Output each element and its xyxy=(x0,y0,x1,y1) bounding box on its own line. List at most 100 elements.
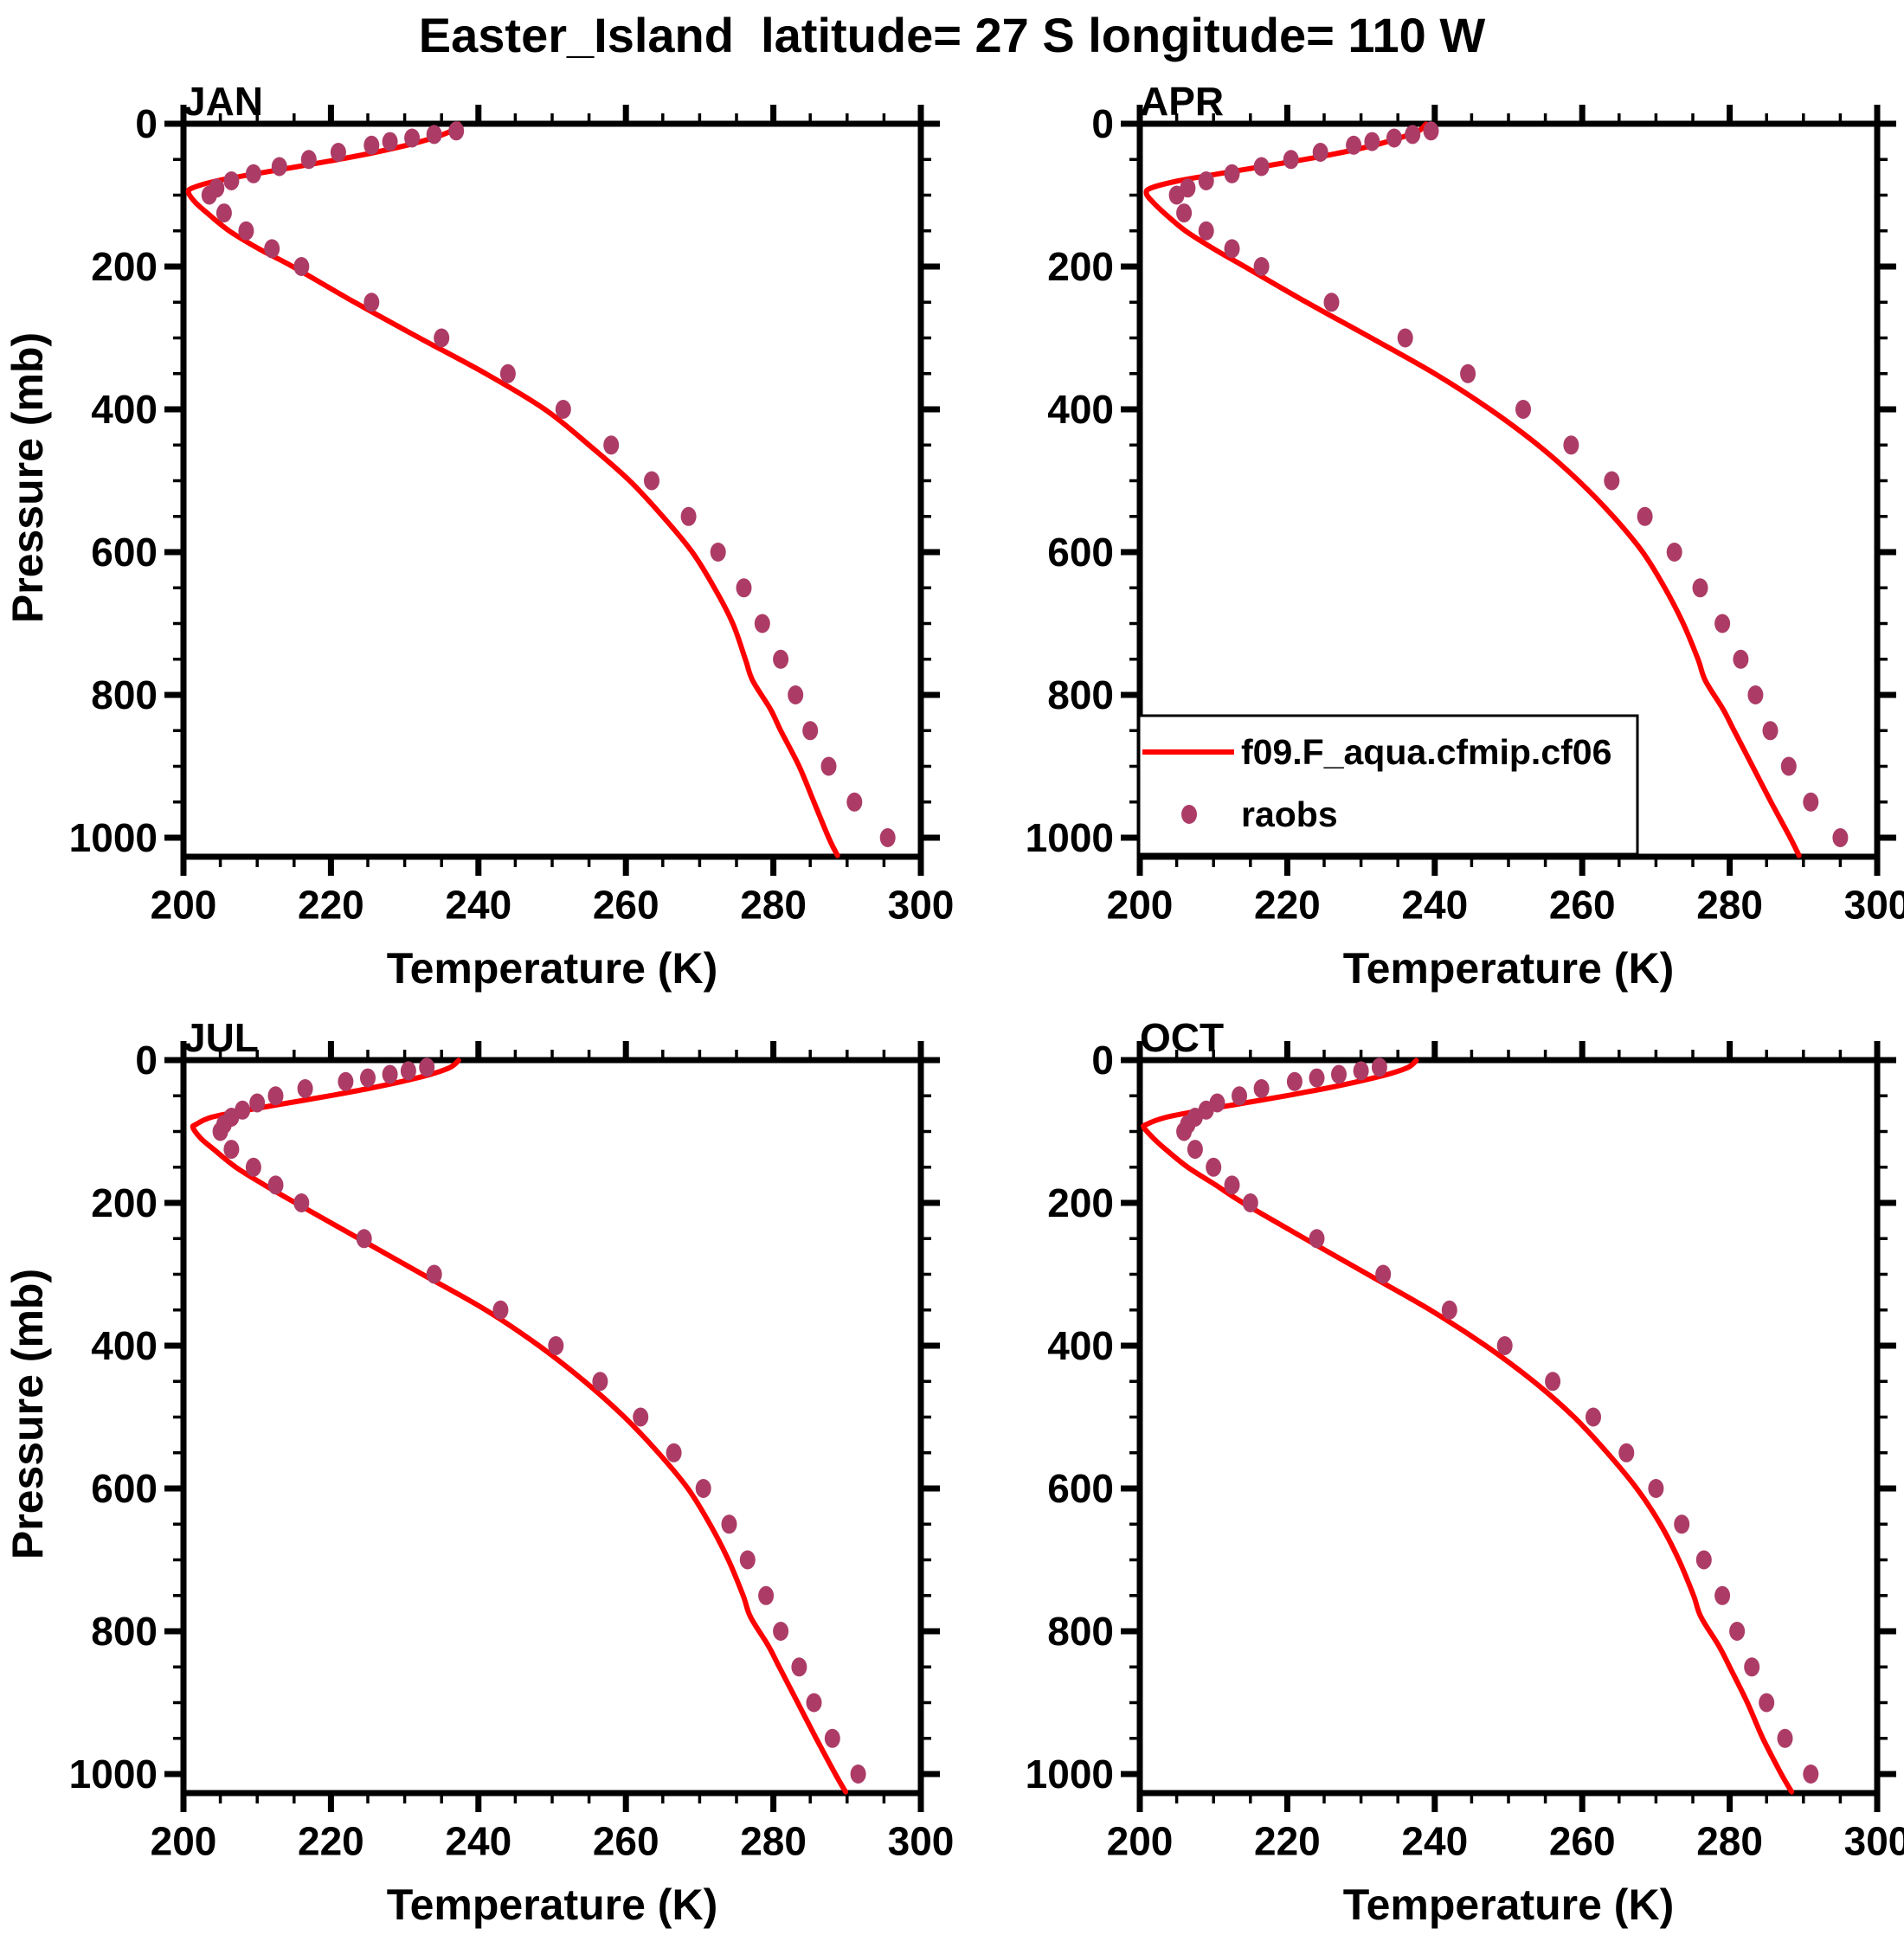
obs-dot xyxy=(215,203,232,223)
plot-box xyxy=(180,1057,924,1797)
obs-dot xyxy=(1309,1229,1325,1249)
obs-dot xyxy=(1780,756,1797,776)
obs-dot xyxy=(293,1193,310,1212)
obs-dot xyxy=(736,578,752,598)
obs-dot xyxy=(1648,1479,1664,1498)
obs-dot xyxy=(338,1071,354,1091)
obs-dot xyxy=(1515,400,1531,419)
x-tick-label: 280 xyxy=(1696,883,1763,928)
obs-dot xyxy=(592,1372,608,1392)
obs-dot xyxy=(1762,721,1779,741)
obs-dot xyxy=(791,1657,807,1677)
obs-dot xyxy=(1759,1693,1775,1713)
obs-dot xyxy=(1375,1264,1392,1284)
y-tick-label: 800 xyxy=(91,1609,158,1654)
obs-dot xyxy=(555,400,571,419)
obs-dot xyxy=(426,1264,442,1284)
obs-dot xyxy=(293,257,310,276)
obs-dot xyxy=(824,1728,840,1748)
x-tick-label: 200 xyxy=(1107,883,1174,928)
obs-dot xyxy=(245,1157,261,1177)
obs-dot xyxy=(1283,150,1299,170)
obs-dot xyxy=(1331,1064,1347,1084)
obs-dot xyxy=(271,157,287,177)
obs-dot xyxy=(1253,257,1270,276)
y-tick-label: 200 xyxy=(1047,1180,1114,1225)
x-tick-label: 240 xyxy=(1401,1819,1468,1864)
x-tick-label: 240 xyxy=(1401,883,1468,928)
obs-dot xyxy=(492,1300,509,1320)
obs-dot xyxy=(1441,1300,1457,1320)
y-tick-label: 400 xyxy=(1047,387,1114,432)
y-tick-label: 600 xyxy=(91,530,158,575)
obs-dot xyxy=(850,1765,866,1784)
obs-dot xyxy=(1232,1086,1247,1106)
panel-jul: 200 220 240 260 280 300 0 200 400 600 800 1000 xyxy=(69,1038,955,1864)
x-tick-label: 240 xyxy=(445,883,511,928)
y-tick-label: 200 xyxy=(1047,244,1114,289)
obs-dot xyxy=(1397,328,1413,348)
obs-dot xyxy=(404,128,421,148)
x-tick-label: 260 xyxy=(1549,1819,1616,1864)
model-line-jan xyxy=(185,121,840,858)
x-tick-label: 220 xyxy=(298,1819,364,1864)
obs-dot xyxy=(1744,1657,1760,1677)
obs-dot xyxy=(1637,506,1653,526)
obs-dot xyxy=(666,1443,682,1462)
panel-oct: 200 220 240 260 280 300 0 200 400 600 800 1000 xyxy=(1026,1038,1904,1864)
obs-dot xyxy=(1423,121,1439,141)
y-tick-label: 400 xyxy=(1047,1323,1114,1368)
obs-dot xyxy=(1187,1140,1203,1160)
obs-dot xyxy=(633,1407,649,1427)
obs-dot xyxy=(300,150,317,170)
y-tick-label: 800 xyxy=(1047,1609,1114,1654)
x-tick-label: 300 xyxy=(1844,883,1904,928)
obs-dot xyxy=(1253,157,1270,177)
legend-box xyxy=(1137,714,1639,856)
panel-title-apr: APR xyxy=(1140,79,1225,124)
obs-dot xyxy=(363,135,380,155)
obs-dot xyxy=(223,1140,240,1160)
obs-dot xyxy=(238,221,254,241)
obs-dot xyxy=(1253,1079,1270,1098)
obs-dot xyxy=(360,1068,376,1088)
obs-dot xyxy=(695,1479,711,1498)
y-tick-label: 200 xyxy=(91,1180,158,1225)
obs-dot xyxy=(1674,1514,1690,1534)
obs-dot xyxy=(1563,435,1579,455)
obs-dot xyxy=(1286,1071,1303,1091)
obs-dot xyxy=(1545,1372,1561,1392)
x-tick-label: 200 xyxy=(151,883,217,928)
plot-box xyxy=(180,120,924,860)
obs-dot xyxy=(1198,171,1214,190)
x-tick-label: 300 xyxy=(1844,1819,1904,1864)
y-tick-label: 400 xyxy=(91,387,158,432)
y-tick-label: 200 xyxy=(91,244,158,289)
obs-dot xyxy=(1618,1443,1635,1462)
obs-dot xyxy=(382,1064,398,1084)
x-tick-label: 260 xyxy=(1549,883,1616,928)
obs-dot xyxy=(1729,1622,1746,1641)
legend-label-raobs: raobs xyxy=(1241,794,1338,834)
obs-dot xyxy=(721,1514,737,1534)
x-tick-label: 220 xyxy=(1254,883,1321,928)
obs-dot xyxy=(1168,185,1185,205)
x-axis-title-jan: Temperature (K) xyxy=(386,944,718,993)
obs-dot xyxy=(1460,363,1476,383)
obs-dot xyxy=(426,125,442,145)
obs-dot xyxy=(249,1093,266,1113)
obs-dot xyxy=(1747,685,1764,704)
obs-dot xyxy=(1496,1336,1513,1355)
obs-dot xyxy=(739,1550,756,1570)
y-tick-label: 1000 xyxy=(1026,815,1114,860)
obs-dot xyxy=(400,1061,416,1081)
obs-dot xyxy=(245,164,261,183)
obs-dot xyxy=(802,721,819,741)
obs-dot xyxy=(1695,1550,1712,1570)
obs-dot xyxy=(644,471,659,491)
x-tick-label: 240 xyxy=(445,1819,511,1864)
obs-dot xyxy=(1206,1157,1222,1177)
obs-dot xyxy=(1312,143,1328,162)
